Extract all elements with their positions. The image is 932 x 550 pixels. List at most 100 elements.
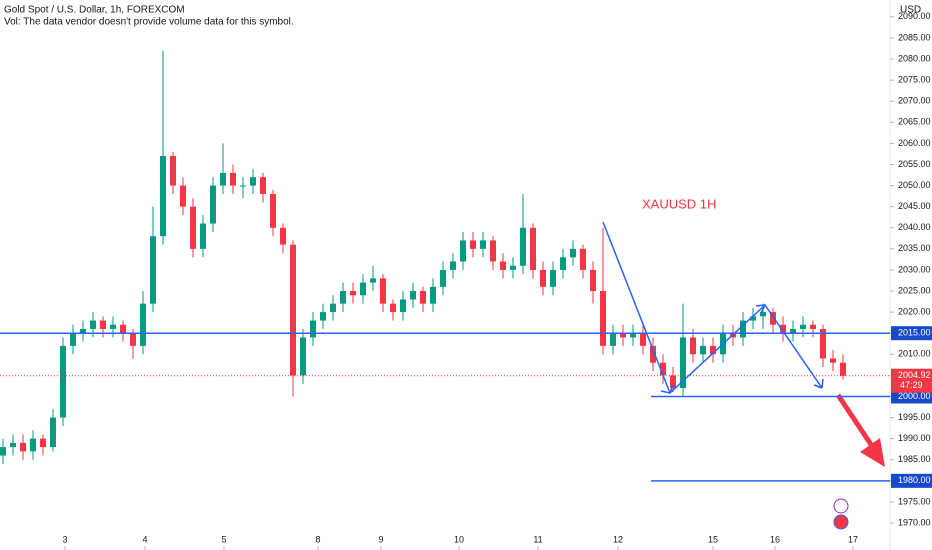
candle-body bbox=[540, 269, 546, 287]
candle-body bbox=[770, 312, 776, 325]
candle-body bbox=[520, 227, 526, 266]
chart-title: Gold Spot / U.S. Dollar, 1h, FOREXCOM bbox=[4, 5, 185, 16]
candle-body bbox=[400, 299, 406, 313]
candle-body bbox=[30, 438, 36, 452]
x-tick-label: 10 bbox=[454, 534, 464, 544]
candle-body bbox=[790, 328, 796, 334]
trend-drawing bbox=[602, 221, 823, 395]
candle-body bbox=[820, 328, 826, 359]
x-tick-label: 3 bbox=[62, 534, 67, 544]
candle-body bbox=[700, 345, 706, 355]
x-tick-label: 5 bbox=[221, 534, 226, 544]
y-tick-label: 1990.00 bbox=[898, 433, 931, 443]
y-tick-label: 2020.00 bbox=[898, 306, 931, 316]
price-level-label: 2015.00 bbox=[898, 328, 931, 338]
candle-body bbox=[190, 206, 196, 249]
candle-body bbox=[300, 337, 306, 376]
y-tick-label: 2045.00 bbox=[898, 201, 931, 211]
candle-body bbox=[60, 345, 66, 418]
candle-body bbox=[250, 177, 256, 186]
y-tick-label: 1995.00 bbox=[898, 412, 931, 422]
y-tick-label: 2055.00 bbox=[898, 159, 931, 169]
candle-body bbox=[340, 291, 346, 304]
price-level-box bbox=[891, 389, 932, 404]
y-tick-label: 2060.00 bbox=[898, 138, 931, 148]
candle-body bbox=[680, 337, 686, 389]
flag-icon[interactable] bbox=[833, 514, 849, 530]
event-icon[interactable] bbox=[833, 498, 849, 514]
annotation: XAUUSD 1H bbox=[642, 196, 716, 211]
candle-body bbox=[500, 261, 506, 270]
y-tick-label: 1985.00 bbox=[898, 454, 931, 464]
x-tick-label: 16 bbox=[770, 534, 780, 544]
candle-body bbox=[220, 172, 226, 186]
y-tick-label: 2025.00 bbox=[898, 285, 931, 295]
candle-body bbox=[530, 227, 536, 270]
y-tick-label: 1970.00 bbox=[898, 517, 931, 527]
y-tick-label: 2090.00 bbox=[898, 11, 931, 21]
x-tick-label: 4 bbox=[142, 534, 147, 544]
candle-body bbox=[260, 177, 266, 195]
candle-body bbox=[100, 320, 106, 329]
candle-body bbox=[620, 333, 626, 338]
candle-body bbox=[600, 291, 606, 346]
forecast-arrow bbox=[835, 393, 879, 454]
candle-body bbox=[360, 282, 366, 296]
candle-body bbox=[70, 333, 76, 346]
candle-body bbox=[290, 244, 296, 376]
candle-body bbox=[510, 265, 516, 270]
y-tick-label: 2010.00 bbox=[898, 349, 931, 359]
candle-body bbox=[670, 375, 676, 389]
candle-body bbox=[570, 248, 576, 258]
candle-body bbox=[240, 185, 246, 187]
candle-body bbox=[180, 185, 186, 207]
candle-body bbox=[420, 291, 426, 304]
candle-body bbox=[610, 333, 616, 346]
candle-body bbox=[210, 185, 216, 224]
candle-body bbox=[200, 223, 206, 249]
candle-body bbox=[800, 324, 806, 329]
candle-body bbox=[320, 312, 326, 321]
candle-body bbox=[140, 303, 146, 346]
candle-body bbox=[120, 324, 126, 334]
y-tick-label: 2035.00 bbox=[898, 243, 931, 253]
candle-body bbox=[110, 324, 116, 329]
candle-body bbox=[390, 303, 396, 313]
candle-body bbox=[130, 333, 136, 346]
price-level-label: 2000.00 bbox=[898, 391, 931, 401]
candle-body bbox=[660, 362, 666, 376]
y-tick-label: 1975.00 bbox=[898, 496, 931, 506]
candle-body bbox=[310, 320, 316, 338]
candle-body bbox=[230, 172, 236, 186]
y-tick-label: 2050.00 bbox=[898, 180, 931, 190]
candle-body bbox=[460, 240, 466, 262]
candle-body bbox=[20, 442, 26, 452]
forecast-arrow-head bbox=[860, 438, 885, 467]
candle-body bbox=[430, 286, 436, 304]
candle-body bbox=[150, 236, 156, 304]
y-tick-label: 2030.00 bbox=[898, 264, 931, 274]
candle-body bbox=[710, 345, 716, 355]
candle-body bbox=[650, 345, 656, 363]
candle-body bbox=[40, 438, 46, 448]
y-tick-label: 2070.00 bbox=[898, 96, 931, 106]
candle-body bbox=[480, 240, 486, 249]
candle-body bbox=[630, 333, 636, 338]
candle-body bbox=[780, 324, 786, 334]
price-level-box bbox=[891, 326, 932, 341]
x-tick-label: 8 bbox=[315, 534, 320, 544]
candle-body bbox=[160, 156, 166, 237]
candle-body bbox=[410, 291, 416, 300]
candle-body bbox=[370, 278, 376, 283]
x-tick-label: 12 bbox=[613, 534, 623, 544]
y-tick-label: 2065.00 bbox=[898, 117, 931, 127]
y-tick-label: 2080.00 bbox=[898, 53, 931, 63]
plot bbox=[0, 50, 846, 464]
last-price-box bbox=[891, 368, 932, 393]
candle-body bbox=[450, 261, 456, 270]
candle-body bbox=[440, 269, 446, 287]
candle-body bbox=[810, 324, 816, 329]
